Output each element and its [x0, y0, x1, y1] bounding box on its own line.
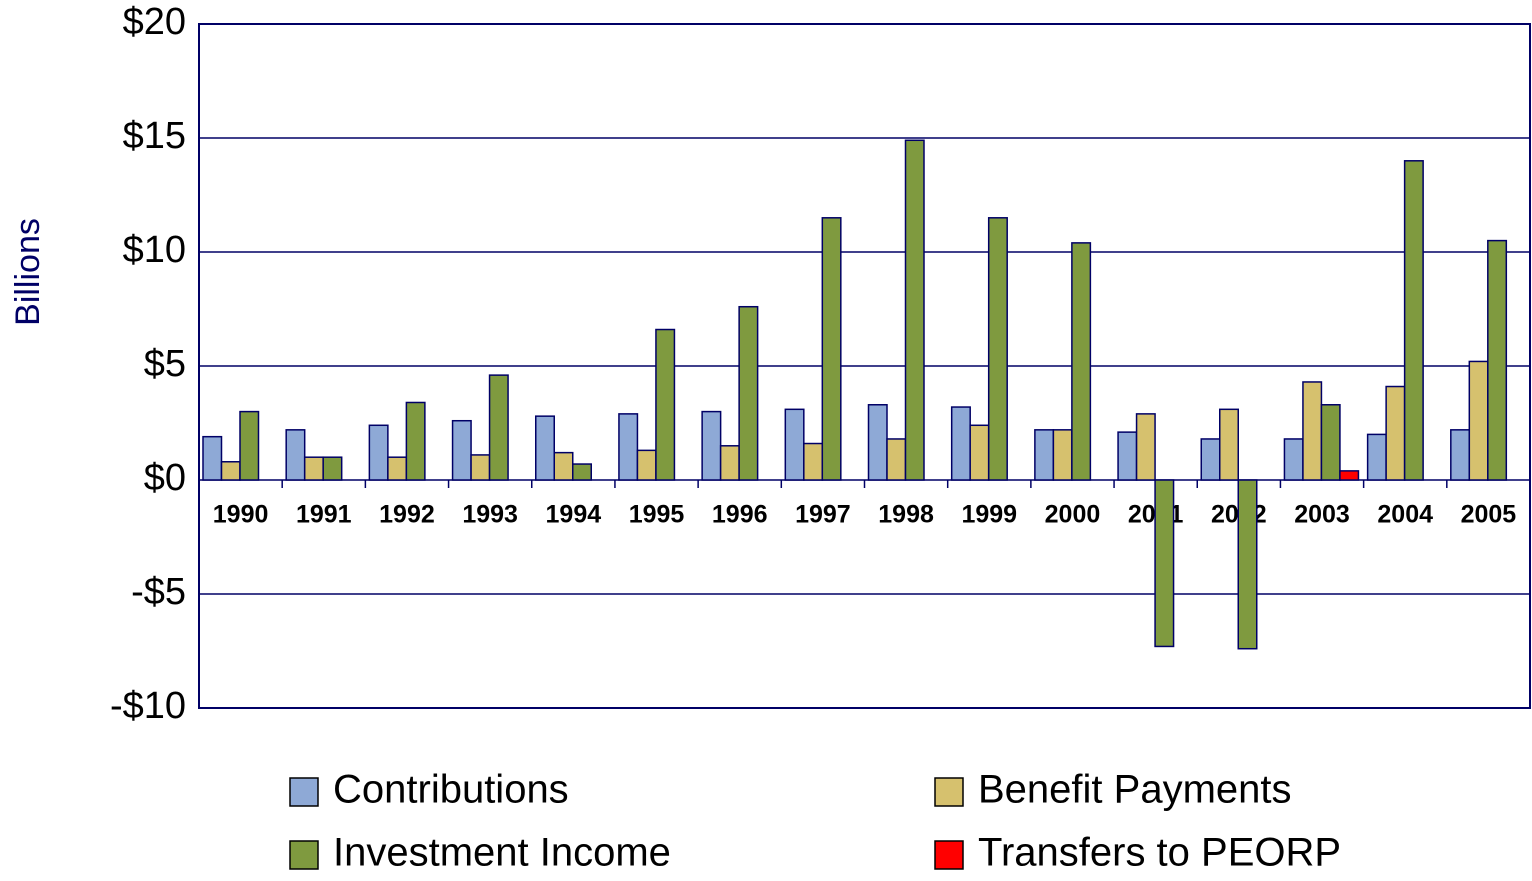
bar — [701, 410, 722, 481]
bar — [1320, 404, 1341, 481]
bar — [303, 456, 324, 481]
legend-swatch — [289, 840, 319, 870]
x-tick-label: 2004 — [1377, 501, 1433, 529]
y-tick-label: -$5 — [131, 571, 186, 613]
bar — [553, 451, 574, 481]
bar — [738, 305, 759, 481]
bar — [1283, 438, 1304, 481]
y-tick-label: $5 — [144, 343, 186, 385]
bar — [239, 410, 260, 481]
bar — [618, 413, 639, 481]
legend-swatch — [289, 777, 319, 807]
bar — [488, 374, 509, 481]
y-tick-label: $20 — [123, 1, 186, 43]
bar — [1071, 242, 1092, 481]
x-tick-label: 1991 — [296, 501, 352, 529]
legend-label: Benefit Payments — [978, 768, 1292, 812]
bar — [950, 406, 971, 481]
legend-swatch — [934, 777, 964, 807]
bar — [451, 419, 472, 481]
bar — [285, 429, 306, 481]
legend-label: Contributions — [333, 768, 569, 812]
bar — [1487, 239, 1508, 481]
bar — [405, 401, 426, 481]
bar — [1339, 470, 1360, 481]
bar — [1117, 431, 1138, 481]
x-tick-label: 1996 — [712, 501, 768, 529]
plot-border — [198, 23, 1531, 709]
legend-label: Transfers to PEORP — [978, 831, 1341, 875]
bar — [969, 424, 990, 481]
bar — [1052, 429, 1073, 481]
bar — [636, 449, 657, 481]
bar — [322, 456, 343, 481]
legend-swatch — [934, 840, 964, 870]
bar — [535, 415, 555, 481]
bar — [368, 424, 389, 481]
bar — [1219, 408, 1239, 481]
bar — [655, 328, 676, 481]
x-tick-label: 2000 — [1045, 501, 1101, 529]
bar — [387, 456, 408, 481]
bar — [1237, 479, 1258, 650]
bar — [1154, 479, 1175, 648]
bar — [470, 454, 491, 481]
x-tick-label: 1999 — [961, 501, 1017, 529]
bar — [202, 435, 223, 481]
x-tick-label: 1998 — [878, 501, 934, 529]
x-tick-label: 1992 — [379, 501, 435, 529]
legend-label: Investment Income — [333, 831, 671, 875]
bar — [719, 445, 740, 481]
bar — [803, 442, 824, 481]
bar — [1450, 429, 1471, 481]
bar — [1302, 381, 1323, 481]
y-tick-label: -$10 — [110, 685, 186, 727]
x-tick-label: 1994 — [546, 501, 602, 529]
x-tick-label: 1995 — [629, 501, 685, 529]
bar — [821, 217, 842, 481]
bar — [987, 217, 1008, 481]
bar — [1034, 429, 1055, 481]
y-tick-label: $0 — [144, 457, 186, 499]
bar — [784, 408, 805, 481]
bar — [1468, 360, 1489, 481]
x-tick-label: 1993 — [462, 501, 518, 529]
bar — [904, 139, 925, 481]
bar — [1200, 438, 1221, 481]
x-tick-label: 2005 — [1461, 501, 1517, 529]
y-axis-label: Billions — [9, 218, 47, 326]
x-tick-label: 2003 — [1294, 501, 1350, 529]
bar — [886, 438, 907, 481]
bar — [1385, 385, 1406, 481]
y-tick-label: $15 — [123, 115, 186, 157]
bar — [572, 463, 592, 481]
bar — [1135, 413, 1156, 481]
bar — [220, 461, 241, 481]
x-tick-label: 1990 — [213, 501, 269, 529]
y-tick-label: $10 — [123, 229, 186, 271]
bar — [1366, 433, 1387, 481]
bar — [1403, 160, 1424, 481]
bar — [867, 404, 888, 481]
x-tick-label: 1997 — [795, 501, 851, 529]
